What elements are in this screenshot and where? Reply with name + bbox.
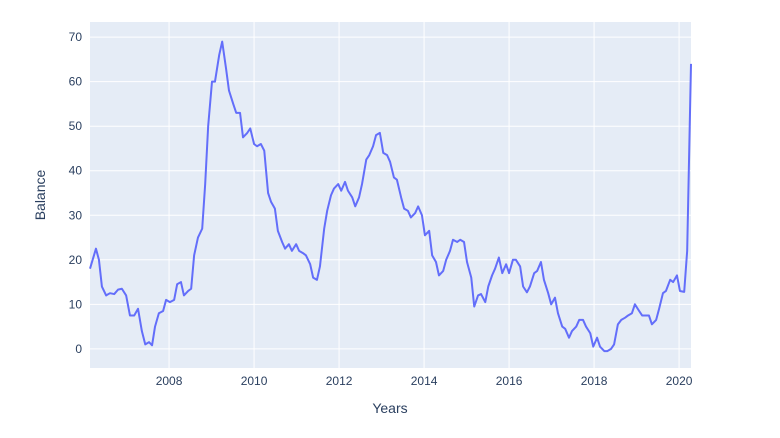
y-tick-label: 60 xyxy=(69,75,83,89)
y-tick-label: 40 xyxy=(69,164,83,178)
x-axis-title: Years xyxy=(372,400,407,416)
x-tick-label: 2014 xyxy=(411,374,438,388)
y-axis-title: Balance xyxy=(32,169,48,220)
x-tick-label: 2016 xyxy=(496,374,523,388)
plot-background xyxy=(90,22,691,368)
series-line xyxy=(89,40,692,353)
x-tick-label: 2010 xyxy=(241,374,268,388)
x-tick-label: 2018 xyxy=(581,374,608,388)
y-tick-label: 30 xyxy=(69,208,83,222)
x-tick-label: 2020 xyxy=(666,374,693,388)
y-tick-label: 20 xyxy=(69,253,83,267)
y-tick-label: 70 xyxy=(69,30,83,44)
y-tick-label: 0 xyxy=(75,342,82,356)
y-tick-label: 10 xyxy=(69,297,83,311)
x-tick-label: 2012 xyxy=(326,374,353,388)
x-tick-label: 2008 xyxy=(156,374,183,388)
y-tick-label: 50 xyxy=(69,119,83,133)
